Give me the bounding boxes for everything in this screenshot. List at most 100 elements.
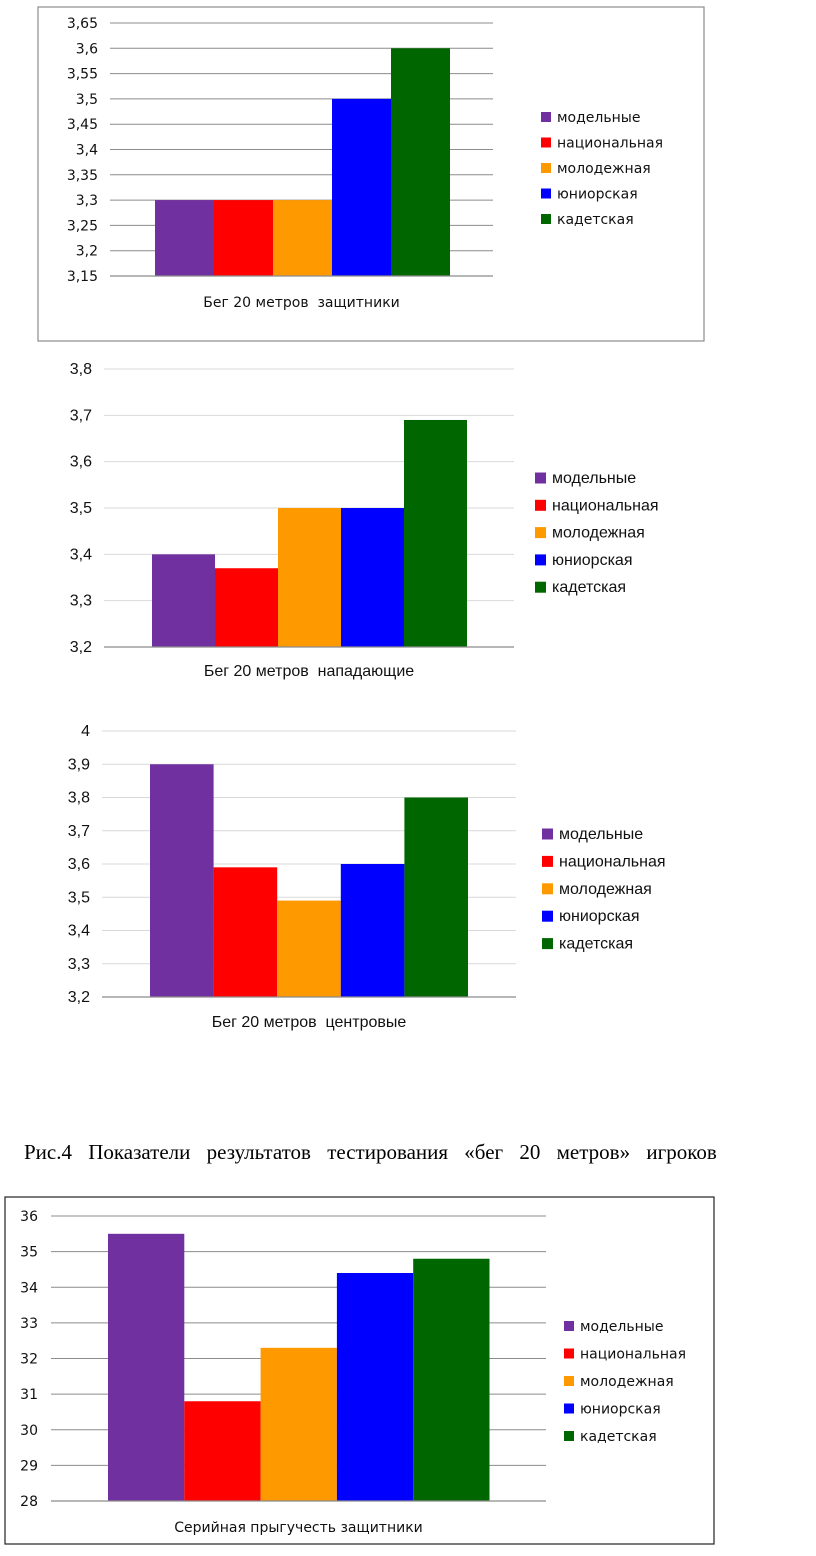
y-tick-label: 36 bbox=[20, 1209, 38, 1225]
legend-swatch bbox=[542, 910, 553, 922]
y-tick-label: 3,2 bbox=[70, 639, 92, 656]
legend: модельные национальная молодежная юниорская… bbox=[542, 826, 666, 953]
y-tick-label: 3,6 bbox=[76, 41, 98, 57]
bar-5 bbox=[413, 1258, 490, 1501]
legend-label: модельные bbox=[559, 826, 643, 843]
legend-swatch bbox=[542, 855, 553, 867]
legend-swatch bbox=[541, 188, 551, 199]
legend-swatch bbox=[535, 527, 546, 539]
bars bbox=[150, 764, 468, 997]
legend-label: юниорская bbox=[559, 908, 639, 925]
legend-swatch bbox=[564, 1403, 574, 1414]
legend-label: национальная bbox=[552, 497, 659, 514]
y-tick-label: 3,3 bbox=[68, 956, 90, 973]
legend-label: молодежная bbox=[580, 1374, 674, 1390]
legend-label: модельные bbox=[552, 470, 636, 487]
legend-swatch bbox=[535, 472, 546, 484]
bar-4 bbox=[341, 508, 404, 647]
legend-label: молодежная bbox=[552, 525, 645, 542]
legend-swatch bbox=[542, 828, 553, 840]
y-axis-ticks: 3,2 3,3 3,4 3,5 3,6 3,7 3,8 3,9 4 bbox=[68, 723, 90, 1006]
bar-5 bbox=[404, 797, 468, 997]
y-tick-label: 3,8 bbox=[68, 790, 90, 807]
legend-label: молодежная bbox=[557, 161, 651, 177]
y-tick-label: 3,9 bbox=[68, 756, 90, 773]
bar-3 bbox=[278, 508, 341, 647]
legend-swatch bbox=[541, 163, 551, 173]
y-tick-label: 3,2 bbox=[76, 244, 98, 260]
bar-3 bbox=[273, 200, 332, 276]
category-label: Бег 20 метров нападающие bbox=[204, 663, 414, 680]
y-tick-label: 29 bbox=[20, 1458, 38, 1474]
y-tick-label: 31 bbox=[20, 1387, 38, 1403]
y-tick-label: 3,15 bbox=[67, 269, 98, 285]
bar-4 bbox=[340, 864, 405, 997]
y-tick-label: 3,65 bbox=[67, 16, 98, 32]
chart-defenders-jump: 28 29 30 31 32 33 34 35 36 Серийная прыгучесть з… bbox=[4, 1196, 715, 1545]
legend-swatch bbox=[541, 214, 551, 224]
bar-5 bbox=[391, 48, 450, 276]
legend: модельные национальная молодежная юниорская… bbox=[541, 110, 663, 228]
y-tick-label: 3,7 bbox=[70, 407, 92, 424]
legend-label: модельные bbox=[557, 110, 640, 126]
legend-label: кадетская bbox=[559, 936, 633, 953]
bar-1 bbox=[150, 764, 214, 997]
bars bbox=[155, 48, 450, 277]
y-axis-ticks: 3,2 3,3 3,4 3,5 3,6 3,7 3,8 bbox=[70, 361, 92, 656]
legend-swatch bbox=[564, 1431, 574, 1441]
y-tick-label: 3,5 bbox=[68, 889, 90, 906]
chart-defenders-run: 3,153,23,253,33,353,43,453,53,553,63,65 … bbox=[37, 6, 705, 342]
y-tick-label: 3,45 bbox=[67, 117, 98, 133]
y-tick-label: 3,35 bbox=[67, 168, 98, 184]
bar-4 bbox=[336, 1273, 414, 1501]
legend: модельные национальная молодежная юниорская… bbox=[564, 1319, 686, 1445]
legend-swatch bbox=[564, 1376, 574, 1386]
legend-swatch bbox=[542, 938, 553, 950]
y-tick-label: 3,6 bbox=[68, 856, 90, 873]
legend-swatch bbox=[564, 1321, 574, 1331]
y-tick-label: 3,25 bbox=[67, 218, 98, 234]
y-axis-ticks: 28 29 30 31 32 33 34 35 36 bbox=[20, 1209, 38, 1510]
bars bbox=[108, 1233, 490, 1501]
y-tick-label: 4 bbox=[81, 723, 90, 740]
bar-2 bbox=[215, 568, 278, 647]
y-tick-label: 3,2 bbox=[68, 989, 90, 1006]
y-tick-label: 3,3 bbox=[70, 593, 92, 610]
y-tick-label: 3,6 bbox=[70, 454, 92, 471]
y-tick-label: 33 bbox=[20, 1316, 38, 1332]
legend-swatch bbox=[535, 554, 546, 566]
bar-5 bbox=[404, 419, 467, 647]
bar-1 bbox=[152, 554, 215, 647]
y-tick-label: 28 bbox=[20, 1494, 38, 1510]
y-tick-label: 3,5 bbox=[76, 92, 98, 108]
y-axis-ticks: 3,15 3,2 3,25 3,3 3,35 3,4 3,45 3,5 3,55 3,6 3,65 bbox=[67, 16, 98, 285]
category-label: Бег 20 метров центровые bbox=[212, 1014, 407, 1031]
legend-label: юниорская bbox=[580, 1402, 661, 1418]
bar-2 bbox=[214, 200, 273, 276]
legend-label: кадетская bbox=[557, 212, 634, 228]
bar-1 bbox=[155, 200, 214, 276]
legend-swatch bbox=[542, 883, 553, 895]
y-tick-label: 3,8 bbox=[70, 361, 92, 378]
bar-2 bbox=[213, 867, 278, 997]
y-tick-label: 3,4 bbox=[70, 546, 92, 563]
y-tick-label: 32 bbox=[20, 1352, 38, 1368]
y-tick-label: 3,7 bbox=[68, 823, 90, 840]
legend-label: юниорская bbox=[557, 187, 638, 203]
chart-forwards-run: 3,2 3,3 3,4 3,5 3,6 3,7 3,8 Бег 20 метров напа… bbox=[70, 361, 659, 680]
legend-swatch bbox=[535, 581, 546, 593]
y-tick-label: 30 bbox=[20, 1423, 38, 1439]
y-tick-label: 3,4 bbox=[76, 143, 98, 159]
bar-2 bbox=[184, 1401, 261, 1501]
y-tick-label: 35 bbox=[20, 1245, 38, 1261]
bar-3 bbox=[260, 1347, 337, 1501]
legend-swatch bbox=[541, 137, 551, 148]
legend-swatch bbox=[564, 1348, 574, 1359]
legend-label: национальная bbox=[580, 1347, 686, 1363]
y-tick-label: 3,55 bbox=[67, 67, 98, 83]
y-tick-label: 3,3 bbox=[76, 193, 98, 209]
chart-centers-run: 3,2 3,3 3,4 3,5 3,6 3,7 3,8 3,9 4 Бег 20 метров … bbox=[68, 723, 666, 1031]
legend-label: национальная bbox=[557, 136, 663, 152]
bar-4 bbox=[332, 98, 391, 277]
legend-label: модельные bbox=[580, 1319, 663, 1335]
